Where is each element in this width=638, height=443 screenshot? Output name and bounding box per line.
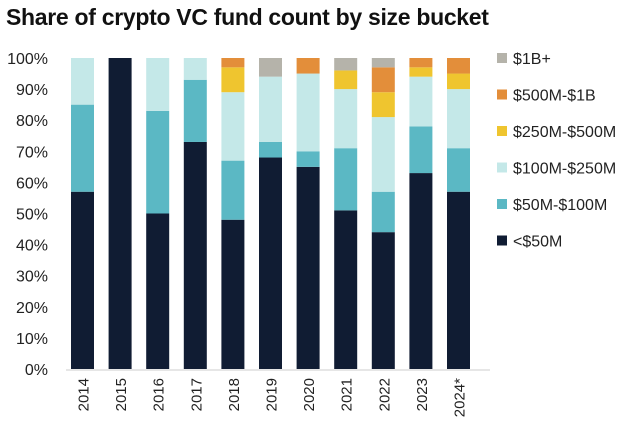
bar-segment [146, 213, 170, 369]
x-tick-label: 2022 [376, 378, 393, 411]
bar-segment [259, 58, 282, 77]
bar-segment [447, 191, 470, 369]
y-tick-label: 20% [16, 300, 48, 317]
y-tick-label: 60% [16, 175, 48, 192]
legend-label: $250M-$500M [513, 124, 616, 141]
bar-segment [371, 92, 395, 118]
bar-segment [221, 219, 245, 369]
bar-segment [409, 67, 433, 77]
y-tick-label: 40% [16, 238, 48, 255]
x-tick-label: 2020 [301, 378, 318, 411]
y-tick-label: 70% [16, 144, 48, 161]
bar-segment [334, 210, 358, 369]
bar-segment [409, 76, 433, 127]
legend-label: $500M-$1B [513, 88, 596, 105]
bar-segment [259, 157, 282, 369]
bar-segment [371, 67, 395, 93]
bar-segment [447, 73, 470, 90]
bar-segment [221, 58, 245, 68]
y-tick-label: 90% [16, 82, 48, 99]
legend-swatch [497, 199, 507, 209]
bar-segment [334, 70, 358, 90]
bar-segment [296, 58, 320, 74]
bar-segment [183, 79, 207, 142]
bar-segment [371, 117, 395, 192]
legend-swatch [497, 162, 507, 173]
legend-swatch [497, 235, 507, 246]
bar-segment [371, 232, 395, 369]
x-tick-label: 2023 [414, 378, 431, 411]
bar-segment [183, 141, 207, 369]
bar-segment [259, 76, 282, 142]
x-tick-label: 2021 [339, 378, 356, 411]
bar-segment [183, 58, 207, 80]
bar-segment [334, 148, 358, 211]
legend-label: <$50M [513, 234, 562, 251]
legend-swatch [497, 126, 507, 136]
y-tick-label: 100% [7, 51, 48, 68]
bar-segment [447, 148, 470, 192]
bar-segment [334, 89, 358, 149]
bar-segment [108, 58, 132, 369]
x-tick-label: 2018 [226, 378, 243, 411]
bar-segment [371, 191, 395, 233]
y-tick-label: 80% [16, 113, 48, 130]
legend-label: $100M-$250M [513, 161, 616, 178]
bar-segment [371, 58, 395, 68]
legend-swatch [497, 89, 507, 100]
y-tick-label: 30% [16, 269, 48, 286]
legend-label: $1B+ [513, 51, 551, 68]
x-tick-label: 2024* [452, 378, 469, 417]
x-tick-label: 2015 [113, 378, 130, 411]
x-tick-label: 2014 [76, 378, 93, 411]
bar-segment [221, 92, 245, 161]
bar-segment [221, 160, 245, 220]
bar-segment [71, 191, 94, 369]
bar-segment [146, 58, 170, 111]
x-tick-label: 2016 [151, 378, 168, 411]
bar-segment [447, 89, 470, 149]
bar-segment [259, 141, 282, 158]
bar-segment [296, 151, 320, 167]
bar-segment [71, 104, 94, 192]
bar-segment [296, 73, 320, 152]
bar-segment [409, 126, 433, 174]
y-tick-label: 50% [16, 207, 48, 224]
bar-segment [146, 110, 170, 214]
bar-segment [221, 67, 245, 93]
bar-segment [409, 173, 433, 369]
bar-segment [409, 58, 433, 68]
legend-label: $50M-$100M [513, 197, 607, 214]
legend-swatch [497, 53, 507, 63]
x-tick-label: 2019 [264, 378, 281, 411]
bar-segment [447, 58, 470, 74]
bar-segment [296, 166, 320, 369]
y-tick-label: 10% [16, 331, 48, 348]
bar-segment [71, 58, 94, 105]
x-tick-label: 2017 [188, 378, 205, 411]
y-tick-label: 0% [25, 362, 48, 379]
bar-segment [334, 58, 358, 71]
chart-title: Share of crypto VC fund count by size bu… [6, 4, 489, 30]
